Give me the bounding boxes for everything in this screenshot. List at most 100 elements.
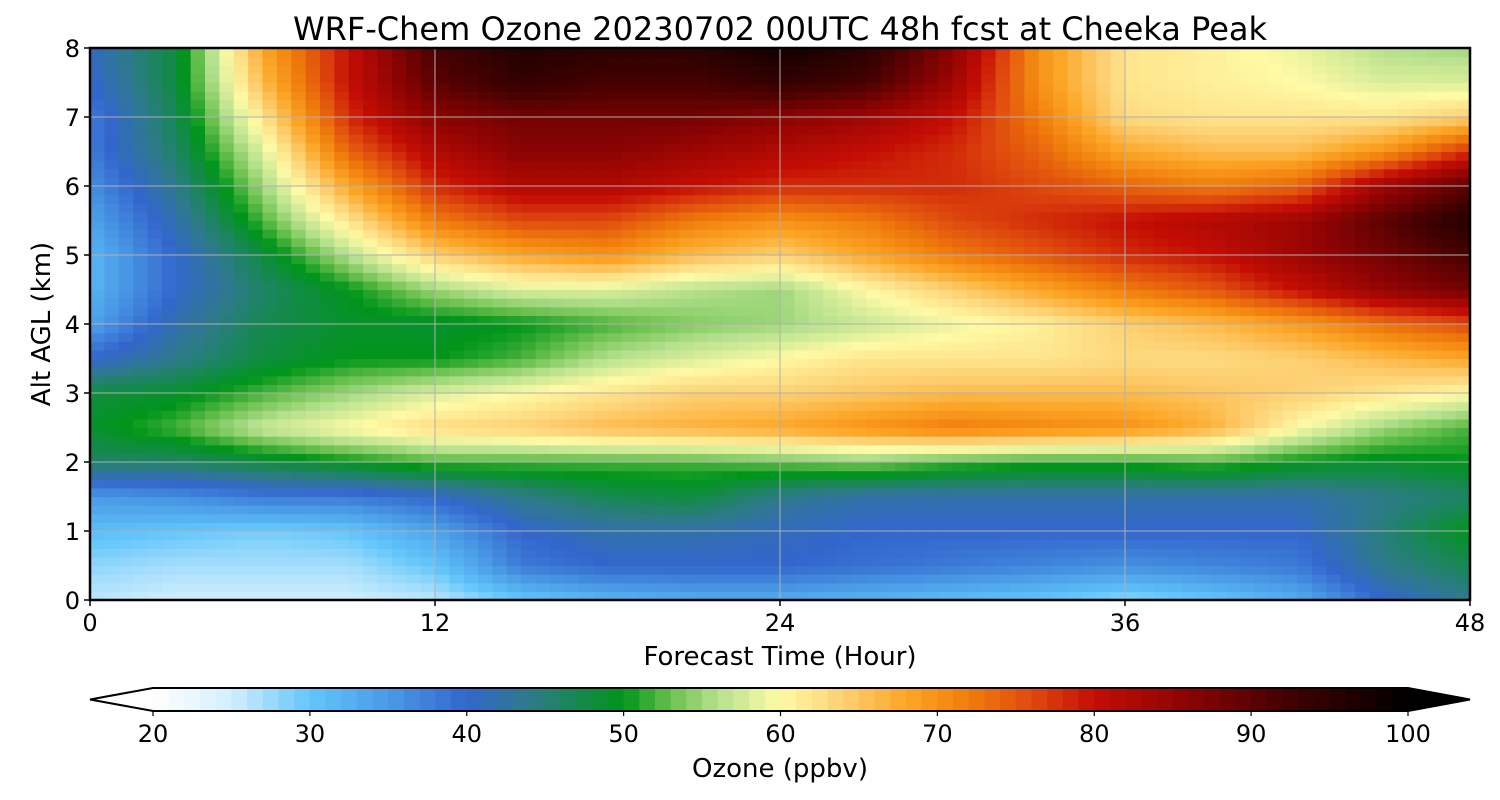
heatmap-cell <box>564 151 580 161</box>
heatmap-cell <box>593 177 609 187</box>
heatmap-cell <box>133 255 149 265</box>
heatmap-cell <box>952 306 968 316</box>
heatmap-cell <box>90 582 105 592</box>
heatmap-cell <box>1211 556 1227 567</box>
heatmap-cell <box>765 505 781 515</box>
heatmap-cell <box>435 306 450 316</box>
heatmap-cell <box>1268 229 1284 239</box>
heatmap-cell <box>1010 539 1025 549</box>
heatmap-cell <box>262 168 278 178</box>
heatmap-cell <box>679 246 695 256</box>
heatmap-cell <box>406 151 422 161</box>
heatmap-cell <box>621 229 637 239</box>
heatmap-cell <box>1110 487 1126 498</box>
heatmap-cell <box>262 186 278 196</box>
heatmap-cell <box>1225 401 1241 411</box>
heatmap-cell <box>1081 263 1097 273</box>
heatmap-cell <box>837 194 853 204</box>
heatmap-cell <box>1225 582 1241 592</box>
heatmap-cell <box>205 462 220 472</box>
heatmap-cell <box>1283 332 1299 342</box>
heatmap-cell <box>118 298 134 308</box>
heatmap-cell <box>1340 393 1356 403</box>
heatmap-cell <box>435 401 450 411</box>
heatmap-cell <box>248 513 264 523</box>
heatmap-cell <box>708 280 724 291</box>
heatmap-cell <box>650 531 666 541</box>
heatmap-cell <box>823 531 839 541</box>
heatmap-cell <box>952 324 968 334</box>
heatmap-cell <box>262 582 278 592</box>
heatmap-cell <box>262 349 278 360</box>
heatmap-cell <box>1326 401 1342 411</box>
heatmap-cell <box>1024 462 1040 472</box>
heatmap-cell <box>1038 427 1054 437</box>
heatmap-cell <box>780 375 795 385</box>
heatmap-cell <box>923 237 939 247</box>
heatmap-cell <box>693 306 709 316</box>
heatmap-cell <box>895 393 910 403</box>
heatmap-cell <box>1024 401 1040 411</box>
heatmap-cell <box>492 591 508 601</box>
heatmap-cell <box>205 487 220 498</box>
heatmap-cell <box>348 358 364 368</box>
heatmap-cell <box>1441 306 1457 316</box>
heatmap-cell <box>1168 384 1184 394</box>
heatmap-cell <box>1398 444 1414 454</box>
heatmap-cell <box>463 151 479 161</box>
heatmap-cell <box>722 453 738 463</box>
heatmap-cell <box>751 349 767 360</box>
heatmap-cell <box>909 418 925 429</box>
heatmap-cell <box>1240 556 1255 567</box>
heatmap-cell <box>679 358 695 368</box>
heatmap-cell <box>837 151 853 161</box>
heatmap-cell <box>607 332 623 342</box>
heatmap-cell <box>147 151 163 161</box>
heatmap-cell <box>377 565 393 575</box>
heatmap-cell <box>492 513 508 523</box>
heatmap-cell <box>909 298 925 308</box>
heatmap-cell <box>765 479 781 489</box>
heatmap-cell <box>564 462 580 472</box>
heatmap-cell <box>550 280 565 291</box>
heatmap-cell <box>736 211 752 222</box>
heatmap-cell <box>736 574 752 584</box>
heatmap-cell <box>1441 358 1457 368</box>
heatmap-cell <box>794 470 810 480</box>
heatmap-cell <box>1283 410 1299 420</box>
heatmap-cell <box>248 203 264 213</box>
heatmap-cell <box>1426 522 1442 532</box>
heatmap-cell <box>147 393 163 403</box>
heatmap-cell <box>406 186 422 196</box>
heatmap-cell <box>1067 324 1083 334</box>
heatmap-cell <box>1268 289 1284 299</box>
heatmap-cell <box>506 401 522 411</box>
heatmap-cell <box>190 306 206 316</box>
heatmap-cell <box>1211 220 1227 230</box>
heatmap-cell <box>607 453 623 463</box>
heatmap-cell <box>1096 574 1112 584</box>
heatmap-cell <box>550 470 565 480</box>
heatmap-cell <box>780 418 795 429</box>
heatmap-cell <box>938 427 954 437</box>
heatmap-cell <box>736 453 752 463</box>
heatmap-cell <box>262 444 278 454</box>
heatmap-cell <box>305 298 321 308</box>
heatmap-cell <box>1254 186 1270 196</box>
heatmap-cell <box>923 393 939 403</box>
chart-title: WRF-Chem Ozone 20230702 00UTC 48h fcst a… <box>293 10 1268 48</box>
heatmap-cell <box>363 444 379 454</box>
heatmap-cell <box>693 272 709 282</box>
heatmap-cell <box>550 186 565 196</box>
heatmap-cell <box>420 160 436 170</box>
heatmap-cell <box>650 315 666 325</box>
heatmap-cell <box>794 522 810 532</box>
heatmap-cell <box>1268 513 1284 523</box>
heatmap-cell <box>1153 289 1169 299</box>
heatmap-cell <box>478 306 494 316</box>
heatmap-cell <box>607 160 623 170</box>
heatmap-cell <box>262 556 278 567</box>
heatmap-cell <box>478 211 494 222</box>
heatmap-cell <box>909 263 925 273</box>
heatmap-cell <box>866 263 882 273</box>
